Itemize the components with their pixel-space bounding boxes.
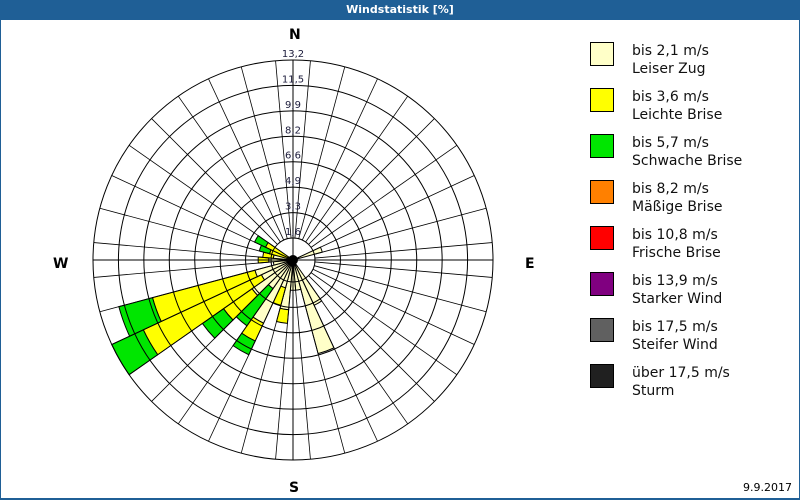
legend-swatch [590, 226, 614, 250]
compass-east-label: E [525, 256, 535, 272]
legend-label: Leichte Brise [632, 107, 723, 123]
legend-label: Schwache Brise [632, 153, 743, 169]
grid-spoke [177, 277, 281, 425]
compass-north-label: N [289, 27, 301, 43]
legend-speed: bis 8,2 m/s [632, 181, 709, 197]
legend-speed: bis 10,8 m/s [632, 227, 718, 243]
legend-swatch [590, 318, 614, 342]
grid-spoke [128, 144, 276, 248]
grid-spoke [93, 242, 272, 259]
legend-speed: bis 17,5 m/s [632, 319, 718, 335]
grid-spoke [305, 277, 409, 425]
grid-spoke [294, 60, 311, 239]
compass-west-label: W [53, 256, 69, 272]
legend-speed: bis 2,1 m/s [632, 43, 709, 59]
legend-swatch [590, 364, 614, 388]
grid-spoke [305, 95, 409, 243]
grid-spoke [128, 272, 276, 376]
grid-spoke [275, 281, 292, 460]
grid-spoke [312, 268, 475, 345]
grid-spoke [314, 261, 493, 278]
radial-tick-label: 13,2 [282, 49, 304, 60]
legend-label: Leiser Zug [632, 61, 706, 77]
legend-swatch [590, 88, 614, 112]
grid-spoke [93, 261, 272, 278]
grid-spoke [275, 60, 292, 239]
grid-spoke [301, 279, 378, 442]
legend-swatch [590, 42, 614, 66]
grid-spoke [314, 207, 487, 255]
date-stamp: 9.9.2017 [743, 481, 792, 494]
grid-spoke [298, 281, 346, 454]
grid-spoke [294, 281, 311, 460]
grid-spoke [240, 281, 288, 454]
radial-tick-label: 3,3 [285, 202, 301, 213]
legend-swatch [590, 272, 614, 296]
grid-spoke [99, 207, 272, 255]
grid-spoke [151, 275, 278, 402]
grid-spoke [314, 242, 493, 259]
legend-speed: bis 5,7 m/s [632, 135, 709, 151]
legend-swatch [590, 180, 614, 204]
grid-spoke [310, 272, 458, 376]
grid-spoke [208, 279, 285, 442]
grid-spoke [111, 268, 274, 345]
grid-spoke [99, 265, 272, 313]
radial-tick-label: 1,6 [285, 227, 301, 238]
center-point [288, 255, 298, 265]
radial-tick-label: 9,9 [285, 100, 301, 111]
legend-speed: bis 13,9 m/s [632, 273, 718, 289]
legend-label: Frische Brise [632, 245, 721, 261]
grid-spoke [111, 175, 274, 252]
radial-tick-label: 11,5 [282, 74, 304, 85]
legend-label: Steifer Wind [632, 337, 718, 353]
grid-spoke [240, 66, 288, 239]
grid-spoke [177, 95, 281, 243]
chart-title: Windstatistik [%] [0, 0, 800, 20]
grid-spoke [208, 78, 285, 241]
grid-spoke [308, 118, 435, 245]
grid-spoke [312, 175, 475, 252]
legend-label: Mäßige Brise [632, 199, 723, 215]
radial-tick-label: 8,2 [285, 125, 301, 136]
legend-label: Starker Wind [632, 291, 723, 307]
legend-speed: über 17,5 m/s [632, 365, 730, 381]
radial-tick-label: 4,9 [285, 176, 301, 187]
legend-swatch [590, 134, 614, 158]
legend-speed: bis 3,6 m/s [632, 89, 709, 105]
grid-spoke [314, 265, 487, 313]
grid-spoke [151, 118, 278, 245]
grid-spoke [298, 66, 346, 239]
compass-south-label: S [289, 480, 300, 496]
bottom-border [0, 498, 800, 500]
grid-spoke [308, 275, 435, 402]
legend-label: Sturm [632, 383, 675, 399]
grid-spoke [301, 78, 378, 241]
grid-spoke [310, 144, 458, 248]
radial-tick-label: 6,6 [285, 151, 301, 162]
